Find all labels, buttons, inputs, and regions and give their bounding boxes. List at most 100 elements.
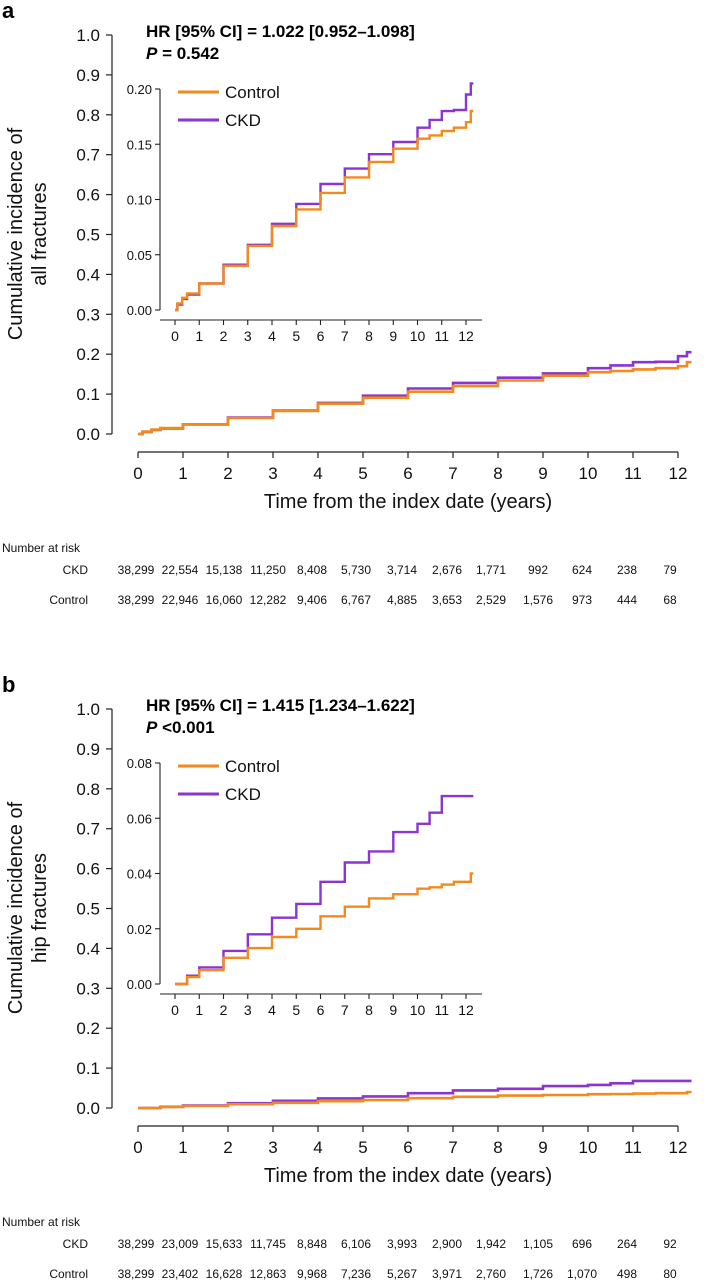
risk-cell: 38,299: [118, 593, 155, 607]
p-value-annotation: P = 0.542: [146, 44, 219, 63]
legend-control-label: Control: [225, 83, 280, 102]
series-ckd-line: [138, 350, 692, 436]
inset-x-tick-label: 5: [292, 1002, 300, 1018]
inset-x-tick-label: 4: [268, 328, 276, 344]
y-tick-label: 0.2: [76, 345, 100, 364]
y-tick-label: 0.3: [76, 979, 100, 998]
inset-plot: 0.000.020.040.060.080 1 2 3 4 5 6 7 8 9 10 11 12: [127, 756, 482, 1018]
inset-x-tick-label: 9: [389, 328, 397, 344]
risk-cell: 2,760: [476, 1267, 506, 1281]
inset-y-tick-label: 0.15: [127, 137, 152, 152]
risk-cell: 4,885: [387, 593, 417, 607]
x-tick-label: 0: [133, 464, 142, 483]
inset-x-tick-label: 9: [389, 1002, 397, 1018]
risk-cell: 9,406: [297, 593, 327, 607]
inset-x-tick-label: 7: [341, 328, 349, 344]
risk-cell: 264: [617, 1237, 637, 1251]
x-tick-label: 6: [403, 1138, 412, 1157]
x-tick-label: 1: [178, 464, 187, 483]
y-axis-label-line2: all fractures: [29, 182, 51, 285]
inset-series-ckd-line: [175, 82, 474, 312]
inset-y-tick-label: 0.00: [127, 977, 152, 992]
y-tick-label: 0.3: [76, 305, 100, 324]
risk-cell: 444: [617, 593, 637, 607]
y-tick-label: 0.9: [76, 66, 100, 85]
inset-x-tick-label: 8: [365, 328, 373, 344]
risk-cell: 1,942: [476, 1237, 506, 1251]
series-control-line: [138, 1090, 692, 1110]
risk-cell: 1,070: [567, 1267, 597, 1281]
legend: Control CKD: [178, 757, 280, 804]
risk-cell: 38,299: [118, 1237, 155, 1251]
x-axis-label: Time from the index date (years): [264, 491, 552, 513]
risk-cell: 8,408: [297, 563, 327, 577]
x-tick-label: 9: [538, 1138, 547, 1157]
inset-y-tick-label: 0.02: [127, 922, 152, 937]
risk-cell: 9,968: [297, 1267, 327, 1281]
inset-x-tick-label: 7: [341, 1002, 349, 1018]
risk-cell: 23,009: [162, 1237, 199, 1251]
x-tick-label: 7: [448, 464, 457, 483]
x-tick-label: 4: [313, 1138, 322, 1157]
inset-x-tick-label: 0: [171, 1002, 179, 1018]
risk-cell: 2,900: [432, 1237, 462, 1251]
legend-ckd-label: CKD: [225, 785, 261, 804]
inset-y-tick-label: 0.06: [127, 811, 152, 826]
risk-cell: 38,299: [118, 1267, 155, 1281]
p-label: P: [146, 718, 158, 737]
panel-a: a0.00.10.20.30.40.50.60.70.80.91.00 1 2 3 4 5…: [2, 0, 692, 607]
y-tick-label: 0.1: [76, 385, 100, 404]
risk-cell: 92: [663, 1237, 677, 1251]
y-tick-label: 0.8: [76, 106, 100, 125]
risk-row-label: CKD: [63, 563, 89, 577]
risk-table: Number at risk CKD 38,299 23,009 15,633 11,74…: [2, 1215, 677, 1281]
y-tick-label: 0.5: [76, 900, 100, 919]
y-tick-label: 0.4: [76, 939, 100, 958]
risk-cell: 5,730: [341, 563, 371, 577]
risk-cell: 2,529: [476, 593, 506, 607]
risk-cell: 3,993: [387, 1237, 417, 1251]
risk-cell: 8,848: [297, 1237, 327, 1251]
hr-annotation: HR [95% CI] = 1.022 [0.952–1.098]: [146, 22, 415, 41]
x-tick-label: 4: [313, 464, 322, 483]
risk-cell: 3,971: [432, 1267, 462, 1281]
y-tick-label: 0.7: [76, 146, 100, 165]
risk-cell: 22,946: [162, 593, 199, 607]
risk-cell: 1,105: [523, 1237, 553, 1251]
y-tick-label: 0.5: [76, 226, 100, 245]
panel-label: b: [2, 672, 15, 697]
inset-y-tick-label: 0.05: [127, 248, 152, 263]
series-control-line: [138, 360, 692, 436]
risk-cell: 498: [617, 1267, 637, 1281]
inset-plot: 0.000.050.100.150.200 1 2 3 4 5 6 7 8 9 10 11 12: [127, 82, 482, 344]
inset-x-tick-label: 2: [220, 328, 228, 344]
risk-cell: 80: [663, 1267, 677, 1281]
risk-cell: 68: [663, 593, 677, 607]
x-tick-label: 11: [624, 1138, 642, 1157]
risk-row-label: Control: [49, 1267, 88, 1281]
x-tick-label: 10: [579, 1138, 598, 1157]
y-tick-label: 0.0: [76, 1099, 100, 1118]
risk-cell: 2,676: [432, 563, 462, 577]
inset-x-tick-label: 11: [434, 1002, 449, 1018]
risk-cell: 15,138: [206, 563, 243, 577]
panel-b: b0.00.10.20.30.40.50.60.70.80.91.00 1 2 3 4 5…: [2, 672, 692, 1281]
inset-series-ckd-line: [175, 794, 474, 986]
risk-cell: 696: [572, 1237, 592, 1251]
x-tick-label: 3: [268, 464, 277, 483]
risk-cell: 11,745: [250, 1237, 286, 1251]
risk-cell: 38,299: [118, 563, 155, 577]
y-tick-label: 0.2: [76, 1019, 100, 1038]
risk-cell: 79: [663, 563, 677, 577]
x-tick-label: 5: [358, 1138, 367, 1157]
risk-cell: 1,576: [523, 593, 553, 607]
inset-x-tick-label: 6: [317, 1002, 325, 1018]
risk-cell: 973: [572, 593, 592, 607]
hr-annotation: HR [95% CI] = 1.415 [1.234–1.622]: [146, 696, 415, 715]
inset-y-tick-label: 0.04: [127, 867, 152, 882]
p-value: = 0.542: [157, 44, 219, 63]
y-tick-label: 0.8: [76, 780, 100, 799]
inset-x-tick-label: 11: [434, 328, 449, 344]
inset-x-tick-label: 10: [410, 328, 426, 344]
